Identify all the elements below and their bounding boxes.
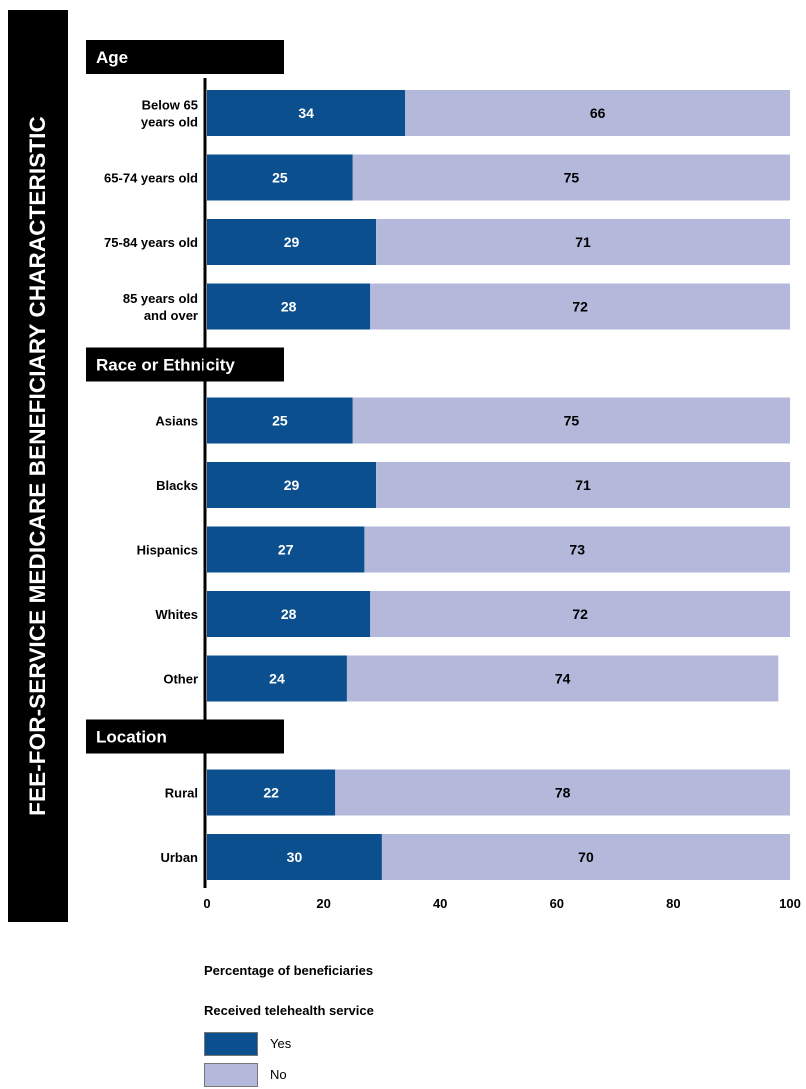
bar-no-urban — [381, 834, 790, 880]
legend-swatch-no — [204, 1063, 258, 1087]
value-label-no-hispanics: 73 — [569, 542, 585, 558]
legend-title: Received telehealth service — [204, 1003, 374, 1018]
value-label-yes-65-74-years-old: 25 — [272, 170, 288, 186]
category-label-hispanics: Hispanics — [137, 543, 198, 558]
group-header-race-or-ethnicity — [86, 347, 284, 382]
value-label-yes-blacks: 29 — [284, 477, 300, 493]
x-tick-label-80: 80 — [666, 896, 680, 911]
bar-no-whites — [370, 591, 790, 637]
x-axis-label: Percentage of beneficiaries — [204, 963, 374, 978]
category-label-85-years-old-and-over-line-2: and over — [144, 308, 198, 323]
category-label-75-84-years-old: 75-84 years old — [104, 235, 198, 250]
bar-yes-65-74-years-old — [207, 154, 353, 201]
category-label-other: Other — [163, 672, 198, 687]
value-label-yes-hispanics: 27 — [278, 542, 294, 558]
x-tick-label-100: 100 — [779, 896, 801, 911]
category-label-below-65-years-old-line-2: years old — [141, 115, 198, 130]
value-label-yes-below-65-years-old: 34 — [298, 105, 314, 121]
value-label-no-65-74-years-old: 75 — [564, 170, 580, 186]
value-label-no-urban: 70 — [578, 849, 594, 865]
bar-yes-hispanics — [207, 526, 365, 573]
bar-yes-other — [207, 655, 347, 702]
value-label-yes-asians: 25 — [272, 413, 288, 429]
bar-no-asians — [352, 397, 790, 444]
value-label-yes-75-84-years-old: 29 — [284, 234, 300, 250]
category-label-urban: Urban — [160, 850, 198, 865]
side-title-banner: FEE-FOR-SERVICE MEDICARE BENEFICIARY CHA… — [8, 10, 68, 922]
bar-yes-85-years-old-and-over — [207, 283, 371, 330]
value-label-no-85-years-old-and-over: 72 — [572, 299, 588, 315]
x-tick-label-20: 20 — [316, 896, 330, 911]
category-label-85-years-old-and-over-line-1: 85 years old — [123, 291, 198, 306]
bar-yes-below-65-years-old — [207, 90, 406, 136]
value-label-yes-85-years-old-and-over: 28 — [281, 299, 297, 315]
bar-yes-75-84-years-old — [207, 219, 377, 265]
legend-label-yes: Yes — [270, 1036, 292, 1051]
category-label-whites: Whites — [155, 607, 198, 622]
x-tick-label-60: 60 — [550, 896, 564, 911]
group-label-location: Location — [96, 728, 167, 747]
category-label-rural: Rural — [165, 786, 198, 801]
bar-no-below-65-years-old — [405, 90, 790, 136]
bar-no-other — [346, 655, 779, 702]
value-label-yes-rural: 22 — [263, 785, 279, 801]
group-header-age — [86, 40, 284, 74]
group-header-location — [86, 719, 284, 754]
value-label-no-below-65-years-old: 66 — [590, 105, 606, 121]
bar-no-hispanics — [364, 526, 790, 573]
x-tick-label-40: 40 — [433, 896, 447, 911]
bar-no-85-years-old-and-over — [370, 283, 790, 330]
value-label-no-rural: 78 — [555, 785, 571, 801]
bar-no-rural — [335, 769, 790, 816]
value-label-no-other: 74 — [555, 671, 571, 687]
category-label-65-74-years-old: 65-74 years old — [104, 171, 198, 186]
bar-no-65-74-years-old — [352, 154, 790, 201]
x-tick-label-0: 0 — [203, 896, 210, 911]
bar-no-blacks — [376, 462, 790, 508]
group-label-race-or-ethnicity: Race or Ethnicity — [96, 356, 235, 375]
bar-yes-asians — [207, 397, 353, 444]
category-label-blacks: Blacks — [156, 478, 198, 493]
value-label-no-asians: 75 — [564, 413, 580, 429]
value-label-no-75-84-years-old: 71 — [575, 234, 591, 250]
bar-yes-rural — [207, 769, 336, 816]
group-label-age: Age — [96, 48, 128, 67]
value-label-no-whites: 72 — [572, 606, 588, 622]
bar-yes-whites — [207, 591, 371, 637]
value-label-yes-urban: 30 — [287, 849, 303, 865]
category-label-asians: Asians — [155, 414, 198, 429]
category-label-below-65-years-old-line-1: Below 65 — [142, 98, 198, 113]
value-label-yes-whites: 28 — [281, 606, 297, 622]
value-label-no-blacks: 71 — [575, 477, 591, 493]
bar-no-75-84-years-old — [376, 219, 790, 265]
bar-yes-blacks — [207, 462, 377, 508]
legend-swatch-yes — [204, 1032, 258, 1056]
bar-yes-urban — [207, 834, 382, 880]
value-label-yes-other: 24 — [269, 671, 285, 687]
legend-label-no: No — [270, 1067, 287, 1082]
